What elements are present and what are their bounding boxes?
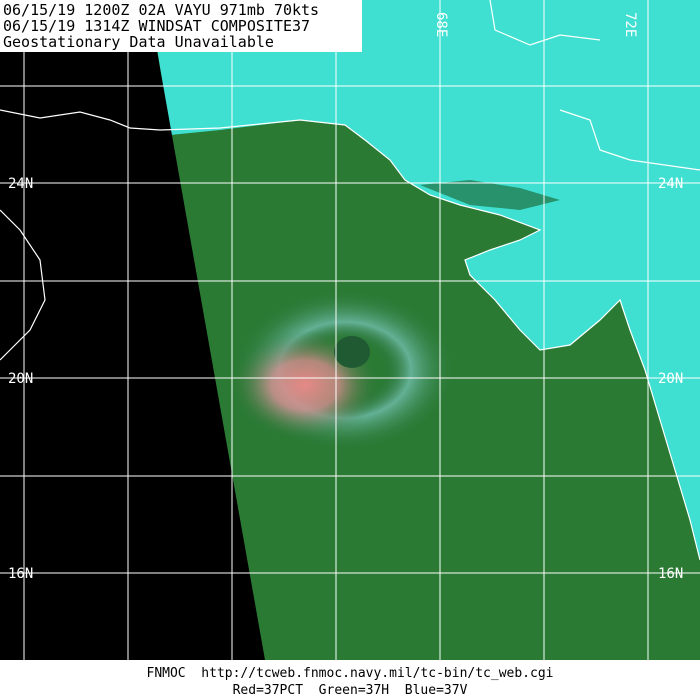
- lat-label: 24N: [8, 176, 33, 192]
- land-shadow: [420, 180, 560, 210]
- lat-label: 20N: [8, 371, 33, 387]
- coastline: [159, 0, 700, 561]
- graticule: [0, 0, 700, 660]
- lon-label: 68E: [433, 12, 449, 37]
- lat-label: 16N: [658, 566, 683, 582]
- coastline: [0, 109, 161, 361]
- lat-label: 24N: [658, 176, 683, 192]
- header-line: Geostationary Data Unavailable: [3, 33, 274, 51]
- footer-line: FNMOC http://tcweb.fnmoc.navy.mil/tc-bin…: [147, 666, 554, 681]
- header-line: 06/15/19 1200Z 02A VAYU 971mb 70kts: [3, 1, 319, 19]
- header-box: [0, 0, 362, 52]
- lat-label: 20N: [658, 371, 683, 387]
- footer: [0, 660, 700, 700]
- footer-line: Red=37PCT Green=37H Blue=37V: [233, 683, 468, 698]
- header-line: 06/15/19 1314Z WINDSAT COMPOSITE37: [3, 17, 310, 35]
- lon-label: 72E: [622, 12, 638, 37]
- land: [150, 0, 700, 560]
- lat-label: 16N: [8, 566, 33, 582]
- no-data-area: [0, 0, 265, 660]
- storm-eye: [334, 336, 370, 368]
